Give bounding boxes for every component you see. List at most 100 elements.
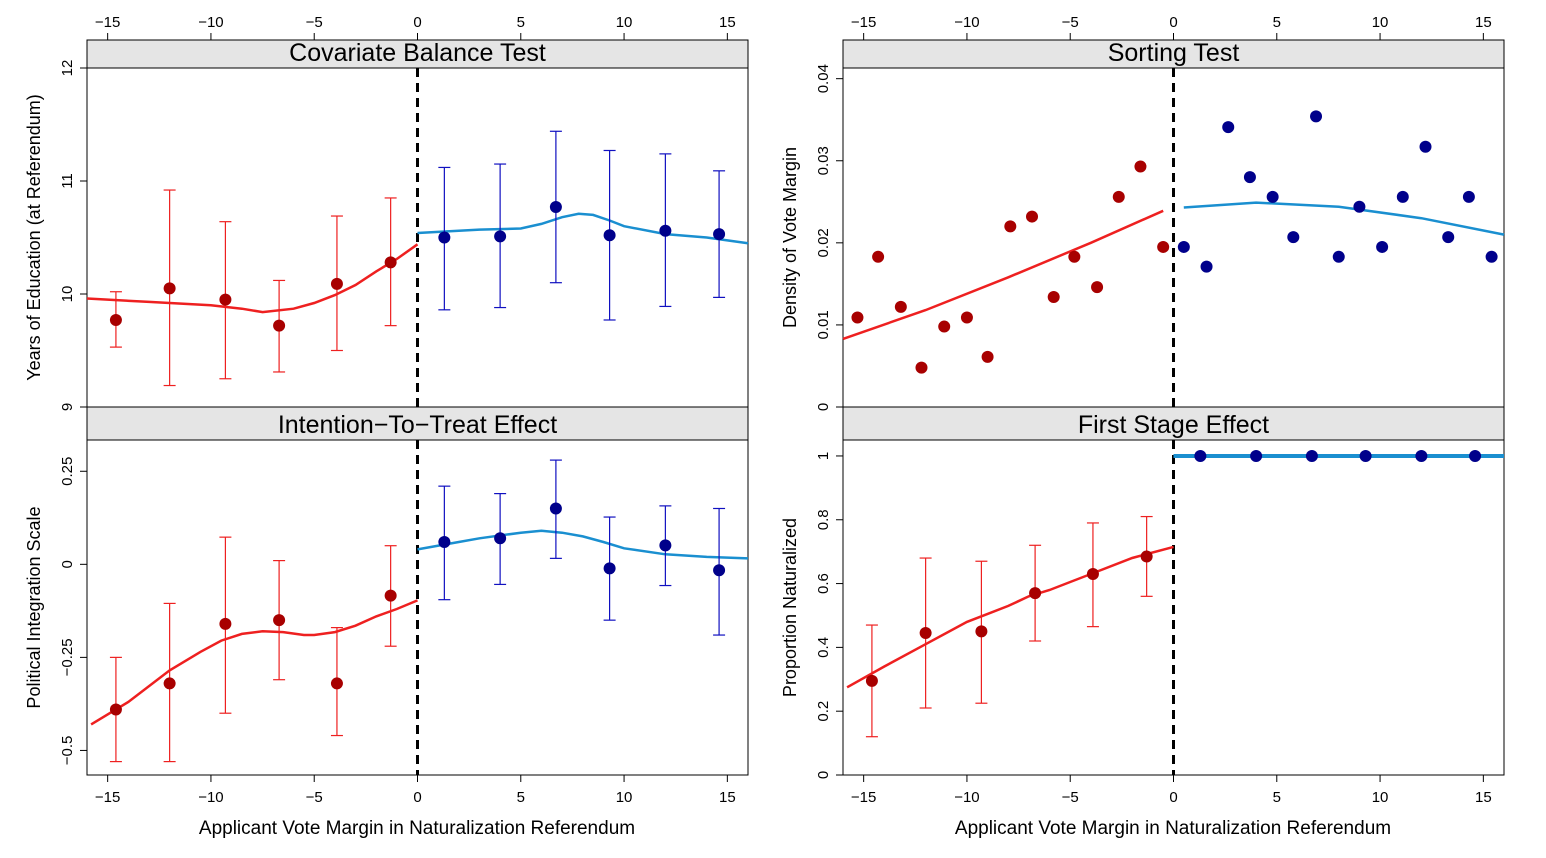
data-point-left xyxy=(1112,190,1125,203)
fit-line-left xyxy=(846,545,1174,689)
x-tick-label-bottom: 10 xyxy=(1372,789,1389,806)
data-point-left xyxy=(219,293,232,306)
x-tick-label-top: −15 xyxy=(851,14,876,31)
x-tick-label-bottom: 15 xyxy=(1475,789,1492,806)
data-point-right xyxy=(659,539,672,552)
data-point-left xyxy=(330,277,343,290)
data-point-left xyxy=(919,627,932,640)
data-point-right xyxy=(713,228,726,241)
y-tick-label: 0.2 xyxy=(815,701,832,722)
panel-title: Intention−To−Treat Effect xyxy=(278,411,557,439)
y-tick-label: 12 xyxy=(59,60,76,77)
x-tick-label-top: −5 xyxy=(1062,14,1079,31)
y-axis-label: Density of Vote Margin xyxy=(780,147,800,328)
data-point-left xyxy=(1004,220,1017,233)
data-point-left xyxy=(163,282,176,295)
data-point-right xyxy=(1243,171,1256,184)
data-point-right xyxy=(1332,250,1345,263)
data-point-left xyxy=(1047,291,1060,304)
panel-title-strip xyxy=(86,39,749,69)
panel-title: First Stage Effect xyxy=(1078,411,1269,439)
x-tick-label-top: 0 xyxy=(1169,14,1177,31)
data-point-left xyxy=(273,614,286,627)
data-point-left xyxy=(1134,160,1147,173)
fit-line-right xyxy=(417,529,749,560)
x-axis-label-left: Applicant Vote Margin in Naturalization … xyxy=(199,818,635,839)
data-point-right xyxy=(1469,449,1482,462)
x-tick-label-bottom: 0 xyxy=(1169,789,1177,806)
x-tick-label-top: −10 xyxy=(198,14,223,31)
x-tick-label-top: −15 xyxy=(95,14,120,31)
x-tick-label-bottom: 10 xyxy=(616,789,633,806)
data-point-left xyxy=(1157,240,1170,253)
data-point-right xyxy=(549,502,562,515)
x-tick-label-top: 0 xyxy=(413,14,421,31)
data-point-right xyxy=(494,532,507,545)
y-axis-label: Years of Education (at Referendum) xyxy=(24,94,44,381)
data-point-right xyxy=(549,200,562,213)
x-tick-label-bottom: −10 xyxy=(198,789,223,806)
fit-line-left xyxy=(90,599,418,726)
y-tick-label: 0.25 xyxy=(59,457,76,486)
data-point-right xyxy=(438,231,451,244)
data-point-left xyxy=(1068,250,1081,263)
x-tick-label-bottom: 5 xyxy=(1273,789,1281,806)
x-tick-label-bottom: 15 xyxy=(719,789,736,806)
panel-1: Covariate Balance Test 9 10 11 12 Years of Ed… xyxy=(24,14,749,411)
y-tick-label: 0.6 xyxy=(815,573,832,594)
fit-line-left xyxy=(86,243,419,314)
y-axis-label: Political Integration Scale xyxy=(24,506,44,708)
data-point-right xyxy=(1200,260,1213,273)
x-tick-label-bottom: −15 xyxy=(95,789,120,806)
panel-title-strip xyxy=(842,406,1505,441)
x-tick-label-bottom: −10 xyxy=(954,789,979,806)
y-tick-label: 0.4 xyxy=(815,637,832,658)
data-point-left xyxy=(109,703,122,716)
data-point-right xyxy=(1376,240,1389,253)
data-point-right xyxy=(1419,140,1432,153)
y-tick-label: 0.01 xyxy=(815,310,832,339)
data-point-left xyxy=(865,674,878,687)
x-tick-label-bottom: 0 xyxy=(413,789,421,806)
x-tick-label-bottom: −5 xyxy=(306,789,323,806)
panel-title-strip xyxy=(86,406,749,441)
data-point-left xyxy=(1026,210,1039,223)
y-tick-label: 0 xyxy=(815,403,832,411)
y-tick-label: 0 xyxy=(59,560,76,568)
y-tick-label: 0.8 xyxy=(815,509,832,530)
y-tick-label: 10 xyxy=(59,286,76,303)
data-point-right xyxy=(659,224,672,237)
data-point-left xyxy=(851,311,864,324)
y-tick-label: 0.02 xyxy=(815,228,832,257)
data-point-left xyxy=(938,320,951,333)
data-point-right xyxy=(1359,449,1372,462)
data-point-left xyxy=(975,625,988,638)
data-point-left xyxy=(384,589,397,602)
y-tick-label: −0.25 xyxy=(59,638,76,676)
data-point-right xyxy=(1250,449,1263,462)
x-tick-label-top: 5 xyxy=(517,14,525,31)
data-point-right xyxy=(1287,231,1300,244)
y-tick-label: 0 xyxy=(815,771,832,779)
x-tick-label-top: −5 xyxy=(306,14,323,31)
data-point-left xyxy=(1091,281,1104,294)
panel-3: Intention−To−Treat Effect −0.5 −0.25 0 0.25 P… xyxy=(24,406,749,806)
y-tick-label: 1 xyxy=(815,452,832,460)
x-tick-label-top: −10 xyxy=(954,14,979,31)
y-tick-label: 0.04 xyxy=(815,64,832,93)
data-point-left xyxy=(1086,568,1099,580)
data-point-left xyxy=(219,617,232,630)
x-tick-label-top: 5 xyxy=(1273,14,1281,31)
data-point-left xyxy=(1140,550,1153,563)
x-tick-label-bottom: −5 xyxy=(1062,789,1079,806)
x-tick-label-top: 10 xyxy=(1372,14,1389,31)
data-point-left xyxy=(872,250,885,263)
data-point-left xyxy=(109,313,122,326)
fit-line-left xyxy=(842,209,1164,341)
data-point-right xyxy=(603,229,616,242)
x-tick-label-bottom: 5 xyxy=(517,789,525,806)
data-point-right xyxy=(1305,449,1318,462)
data-point-left xyxy=(960,311,973,324)
x-tick-label-top: 15 xyxy=(719,14,736,31)
